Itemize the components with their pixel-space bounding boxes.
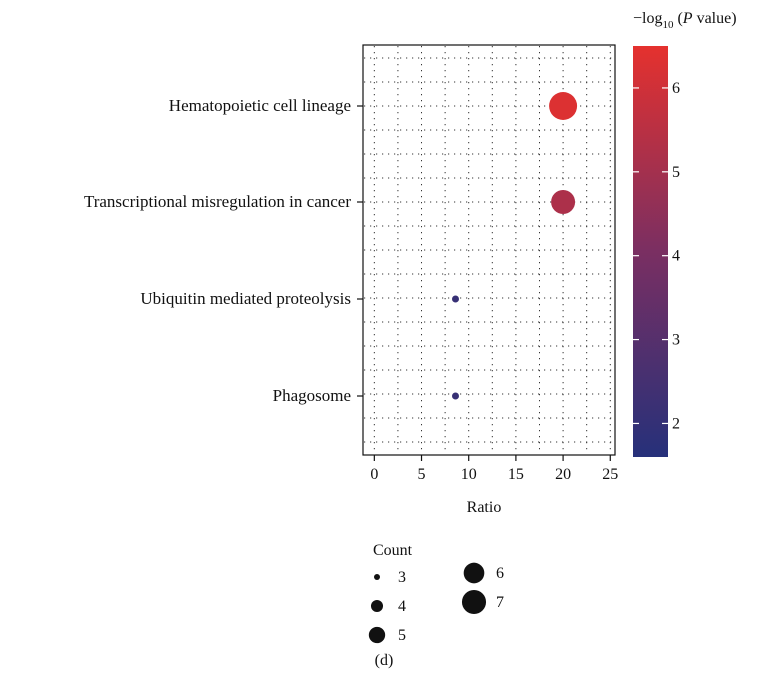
- x-axis-title: Ratio: [467, 499, 502, 516]
- size-legend-label: 3: [398, 569, 406, 586]
- x-tick-label: 5: [418, 466, 426, 483]
- plot-frame: [362, 44, 616, 456]
- x-tick-label: 10: [461, 466, 477, 483]
- size-legend-label: 5: [398, 627, 406, 644]
- colorbar: −log10 (P value) 2 3 4 5 6: [633, 10, 737, 457]
- y-axis: Hematopoietic cell lineage Transcriptiona…: [84, 96, 363, 405]
- colorbar-tick-label: 6: [672, 80, 680, 97]
- size-legend: Count 3 4 5 6 7: [368, 542, 504, 644]
- colorbar-gradient: [633, 46, 668, 457]
- y-tick-label: Transcriptional misregulation in cancer: [84, 192, 351, 211]
- colorbar-ticks: 2 3 4 5 6: [633, 80, 680, 432]
- size-legend-label: 4: [398, 598, 406, 615]
- data-point: [451, 295, 459, 303]
- size-legend-label: 7: [496, 594, 504, 611]
- data-point: [549, 92, 578, 120]
- size-legend-symbol: [370, 599, 384, 613]
- data-point: [551, 190, 576, 214]
- colorbar-tick-label: 5: [672, 164, 680, 181]
- colorbar-tick-label: 2: [672, 415, 680, 432]
- size-legend-symbol: [373, 573, 381, 581]
- x-tick-label: 15: [508, 466, 524, 483]
- colorbar-title: −log10 (P value): [633, 10, 737, 31]
- data-points: [451, 92, 578, 400]
- x-tick-label: 20: [555, 466, 571, 483]
- x-tick-label: 25: [602, 466, 618, 483]
- x-tick-label: 0: [370, 466, 378, 483]
- size-legend-title: Count: [373, 542, 413, 559]
- y-tick-label: Phagosome: [273, 386, 351, 405]
- x-axis: 0 5 10 15 20 25: [370, 455, 618, 483]
- size-legend-symbol: [368, 626, 386, 644]
- colorbar-tick-label: 3: [672, 332, 680, 349]
- y-tick-label: Ubiquitin mediated proteolysis: [140, 289, 351, 308]
- data-point: [451, 392, 459, 400]
- colorbar-tick-label: 4: [672, 248, 680, 265]
- size-legend-label: 6: [496, 565, 504, 582]
- y-tick-label: Hematopoietic cell lineage: [169, 96, 351, 115]
- size-legend-symbol: [461, 589, 487, 615]
- figure-caption: (d): [375, 652, 394, 669]
- size-legend-symbol: [463, 562, 485, 584]
